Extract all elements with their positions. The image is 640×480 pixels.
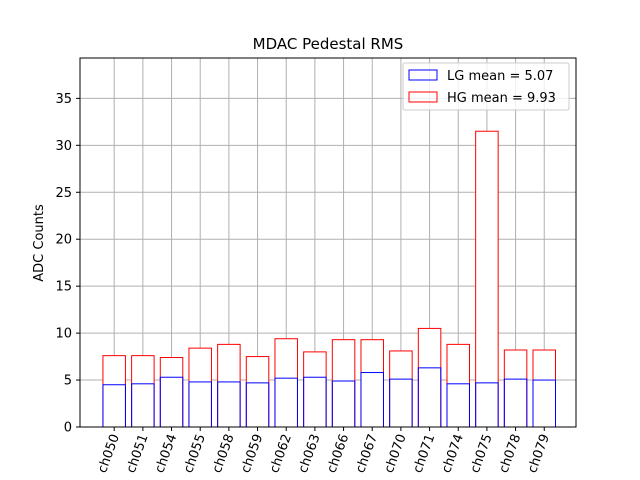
y-tick-label: 20: [55, 233, 72, 248]
y-tick-label: 10: [55, 327, 72, 342]
legend: LG mean = 5.07 HG mean = 9.93: [402, 62, 570, 111]
legend-label-lg: LG mean = 5.07: [447, 69, 553, 84]
legend-label-hg: HG mean = 9.93: [447, 91, 556, 106]
hg-bar-ch070: [389, 350, 413, 428]
x-tick-label: ch070: [382, 432, 410, 475]
x-tick-label: ch051: [124, 432, 152, 475]
y-tick-label: 15: [55, 280, 72, 295]
x-tick-label: ch079: [525, 432, 553, 475]
plot-frame: [79, 57, 577, 428]
y-tick-label: 30: [55, 139, 72, 154]
legend-swatch-lg: [408, 69, 438, 81]
hg-bar-ch059: [245, 356, 270, 428]
hg-bar-ch055: [188, 347, 212, 428]
x-tick-label: ch062: [267, 432, 295, 475]
hg-bar-ch051: [131, 355, 155, 428]
hg-bar-ch050: [102, 355, 126, 428]
x-tick-label: ch055: [181, 432, 209, 475]
y-tick-label: 0: [64, 421, 72, 436]
x-tick-label: ch059: [238, 432, 266, 475]
x-tick-label: ch063: [296, 432, 324, 475]
x-tick-label: ch074: [439, 432, 467, 475]
y-axis-ticks: 0 5 10 15 20 25 30 35: [55, 92, 80, 436]
hg-bar-ch078: [503, 349, 528, 428]
x-tick-label: ch071: [410, 432, 438, 475]
x-tick-label: ch066: [324, 432, 352, 475]
hg-bar-ch079: [532, 349, 556, 428]
y-axis-title: ADC Counts: [32, 204, 47, 282]
x-tick-label: ch075: [468, 432, 496, 475]
hg-bar-ch058: [217, 343, 241, 428]
hg-bars: [102, 130, 556, 428]
hg-bar-ch074: [446, 343, 470, 428]
hg-bar-ch067: [360, 339, 384, 428]
x-axis-ticks: ch050 ch051 ch054 ch055 ch058 ch059 ch062 ch063…: [95, 427, 553, 475]
hg-bar-ch054: [159, 357, 184, 428]
x-tick-label: ch078: [496, 432, 524, 475]
y-tick-label: 35: [55, 92, 72, 107]
hg-bar-ch062: [274, 338, 298, 428]
x-tick-label: ch067: [353, 432, 381, 475]
legend-box: [402, 62, 570, 111]
x-tick-label: ch050: [95, 432, 123, 475]
hg-bar-ch066: [331, 339, 356, 428]
legend-swatch-hg: [408, 91, 438, 103]
y-tick-label: 5: [64, 374, 72, 389]
hg-bar-ch071: [417, 327, 442, 428]
hg-bar-ch063: [303, 351, 327, 428]
x-tick-label: ch054: [152, 432, 180, 475]
chart-title: MDAC Pedestal RMS: [253, 35, 404, 53]
y-tick-label: 25: [55, 186, 72, 201]
x-tick-label: ch058: [210, 432, 238, 475]
